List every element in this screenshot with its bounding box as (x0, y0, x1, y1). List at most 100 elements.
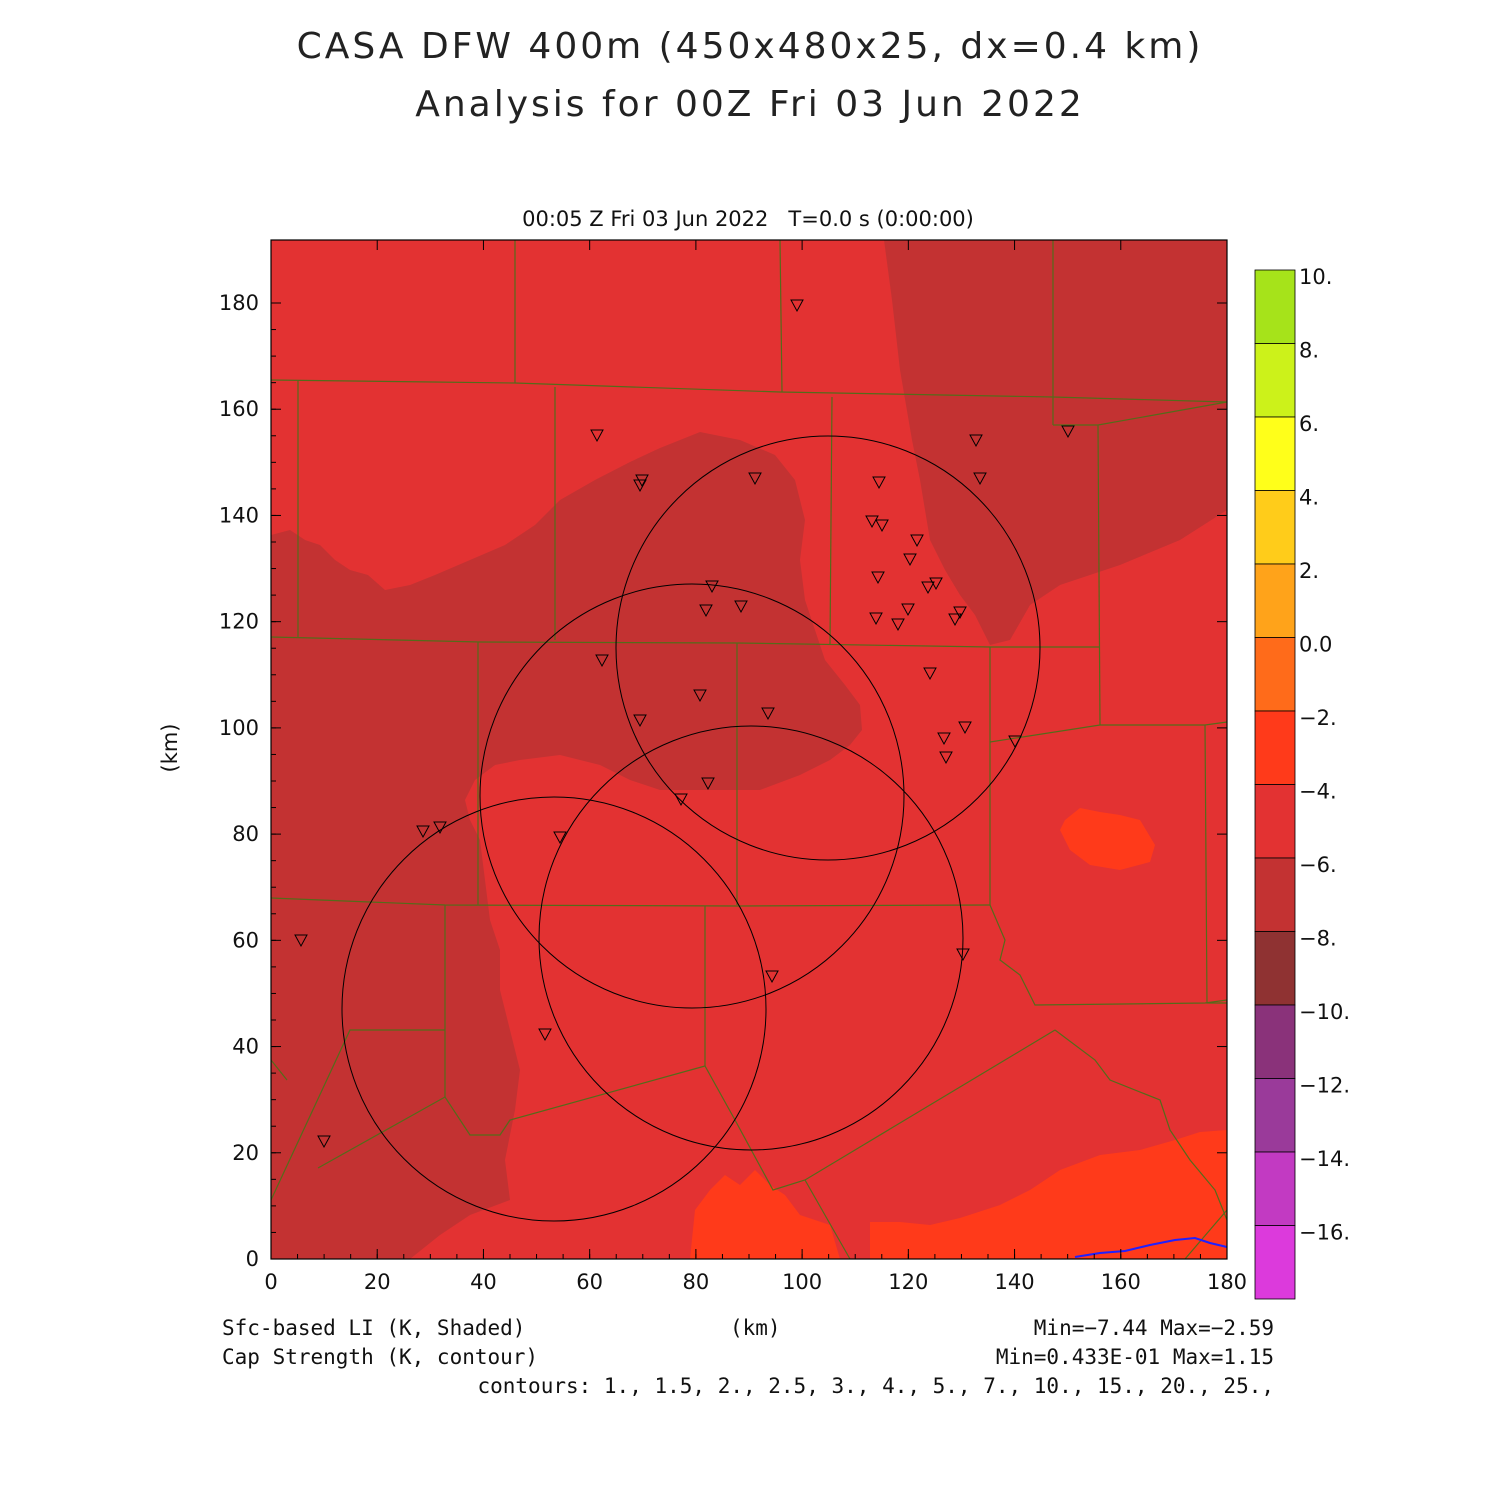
y-tick-label: 120 (219, 610, 259, 634)
x-tick-label: 60 (576, 1270, 603, 1294)
x-tick-label: 0 (264, 1270, 277, 1294)
station-marker (937, 732, 951, 746)
radar-ring (341, 796, 767, 1222)
station-marker (948, 613, 962, 627)
station-marker (699, 604, 713, 618)
radar-ring (479, 583, 905, 1009)
colorbar-label: −10. (1299, 1000, 1350, 1024)
colorbar-segment (1254, 269, 1296, 344)
station-marker (910, 534, 924, 548)
station-marker (891, 618, 905, 632)
li-warm-region-southeast (870, 1130, 1227, 1259)
colorbar: 10. 8. 6. 4. 2. 0.0 −2. −4. −6. −8. −10. −12. −14. −1… (1254, 265, 1350, 1300)
colorbar-label: 8. (1299, 339, 1319, 363)
station-markers (294, 299, 1075, 1149)
x-axis-label: (km) (730, 1316, 781, 1340)
station-marker (674, 793, 688, 807)
footer-right-line3: contours: 1., 1.5, 2., 2.5, 3., 4., 5., … (477, 1374, 1274, 1398)
station-marker (875, 519, 889, 533)
station-marker (1008, 735, 1022, 749)
station-marker (761, 707, 775, 721)
station-marker (923, 667, 937, 681)
station-marker (939, 751, 953, 765)
station-marker (958, 721, 972, 735)
colorbar-label: 4. (1299, 486, 1319, 510)
colorbar-label: −4. (1299, 780, 1337, 804)
colorbar-segment (1254, 490, 1296, 565)
colorbar-segment (1254, 1004, 1296, 1079)
li-dark-region-central (271, 432, 862, 1259)
colorbar-segment (1254, 710, 1296, 785)
li-warm-region-east (1060, 808, 1155, 870)
station-marker (865, 515, 879, 529)
station-marker (765, 970, 779, 984)
station-marker (872, 476, 886, 490)
x-tick-label: 80 (683, 1270, 710, 1294)
station-marker (590, 429, 604, 443)
x-tick-label: 160 (1101, 1270, 1141, 1294)
coast-line (1074, 1236, 1228, 1258)
plot-subtitle: 00:05 Z Fri 03 Jun 2022 T=0.0 s (0:00:00… (522, 207, 974, 231)
y-tick-label: 180 (219, 291, 259, 315)
y-tick-label: 40 (232, 1035, 259, 1059)
y-axis-label: (km) (158, 723, 182, 772)
x-tick-label: 40 (470, 1270, 497, 1294)
cap-strength-contours (341, 435, 1041, 1222)
colorbar-segment (1254, 784, 1296, 859)
x-tick-label: 100 (782, 1270, 822, 1294)
li-warm-region-south (690, 1170, 840, 1259)
station-marker (734, 600, 748, 614)
colorbar-label: 2. (1299, 559, 1319, 583)
station-marker (969, 434, 983, 448)
station-marker (633, 479, 647, 493)
colorbar-segment (1254, 343, 1296, 418)
station-marker (701, 777, 715, 791)
station-marker (921, 581, 935, 595)
colorbar-segment (1254, 637, 1296, 712)
y-tick-label: 0 (246, 1247, 259, 1271)
colorbar-label: 6. (1299, 412, 1319, 436)
station-marker (973, 472, 987, 486)
colorbar-label: −14. (1299, 1147, 1350, 1171)
footer-left-line2: Cap Strength (K, contour) (222, 1345, 539, 1369)
colorbar-segment (1254, 563, 1296, 638)
station-marker (705, 580, 719, 594)
colorbar-label: −12. (1299, 1074, 1350, 1098)
station-marker (748, 472, 762, 486)
station-marker (553, 831, 567, 845)
colorbar-label: −6. (1299, 853, 1337, 877)
colorbar-segment (1254, 857, 1296, 932)
station-marker (871, 571, 885, 585)
station-marker (416, 825, 430, 839)
y-tick-label: 140 (219, 503, 259, 527)
y-tick-label: 100 (219, 716, 259, 740)
county-lines (270, 239, 1228, 1260)
colorbar-label: −2. (1299, 706, 1337, 730)
footer-right-line2: Min=0.433E-01 Max=1.15 (995, 1345, 1274, 1369)
radar-ring (615, 435, 1041, 861)
y-tick-label: 20 (232, 1141, 259, 1165)
axes: 0 20 40 60 80 100 120 140 160 180 0 20 40 60 80 100 120 1… (219, 240, 1247, 1294)
station-marker (538, 1028, 552, 1042)
colorbar-segment (1254, 1225, 1296, 1300)
colorbar-label: 0.0 (1299, 633, 1332, 657)
y-tick-label: 80 (232, 822, 259, 846)
station-marker (901, 603, 915, 617)
y-tick-label: 160 (219, 397, 259, 421)
station-marker (1061, 425, 1075, 439)
y-tick-label: 60 (232, 928, 259, 952)
station-marker (953, 606, 967, 620)
colorbar-segment (1254, 1078, 1296, 1153)
colorbar-label: 10. (1299, 265, 1332, 289)
station-marker (595, 654, 609, 668)
station-marker (790, 299, 804, 313)
station-marker (869, 612, 883, 626)
colorbar-label: −16. (1299, 1221, 1350, 1245)
station-marker (956, 948, 970, 962)
x-tick-label: 180 (1207, 1270, 1247, 1294)
station-marker (633, 714, 647, 728)
footer-right-line1: Min=−7.44 Max=−2.59 (1033, 1316, 1274, 1340)
colorbar-label: −8. (1299, 927, 1337, 951)
x-tick-label: 120 (888, 1270, 928, 1294)
